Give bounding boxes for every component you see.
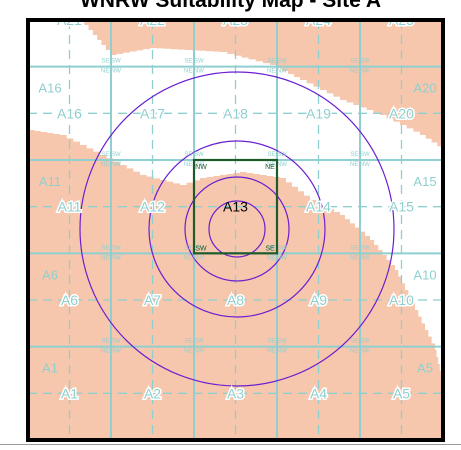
quadrant-label-bottom: NE|NW — [350, 349, 370, 355]
site-corner-label: SW — [195, 245, 207, 252]
quadrant-label-bottom: NE|NW — [101, 349, 121, 355]
cell-label-a8: A8 — [227, 292, 244, 308]
quadrant-label-bottom: NE|NW — [184, 349, 204, 355]
cell-label-a5: A5 — [393, 385, 410, 401]
cell-label-a21: A21 — [57, 12, 82, 28]
cell-label-a11: A11 — [58, 199, 82, 215]
quadrant-label-bottom: NE|NW — [350, 255, 370, 261]
cell-label-a14: A14 — [306, 199, 331, 215]
site-corner-label: NE — [265, 164, 275, 171]
suitable-area-north — [28, 20, 443, 150]
map-area: A21 A21 A22 A23 A24 A25 A25 A16 A16 SE|SW NE|NW A17… — [28, 0, 443, 440]
range-ring — [148, 140, 326, 318]
cell-label-a18: A18 — [223, 105, 248, 121]
cell-corner-tag: A21 — [38, 0, 61, 2]
cell-label-a22: A22 — [140, 12, 165, 28]
cell-corner-tag: A11 — [39, 174, 61, 189]
cell-corner-tag: A5 — [417, 361, 433, 376]
cell-label-a16: A16 — [57, 105, 82, 121]
quadrant-label-bottom: NE|NW — [101, 69, 121, 75]
cell-corner-tag: A16 — [38, 81, 61, 96]
quadrant-label-bottom: NE|NW — [101, 162, 121, 168]
quadrant-label-top: SE|SW — [350, 152, 370, 158]
cell-label-a19: A19 — [306, 105, 331, 121]
site-corner-label: NW — [195, 164, 207, 171]
cell-label-a6: A6 — [61, 292, 78, 308]
cell-corner-tag: A10 — [413, 267, 436, 282]
cell-label-a12: A12 — [140, 199, 165, 215]
cell-label-a7: A7 — [144, 292, 161, 308]
quadrant-label-bottom: NE|NW — [184, 255, 204, 261]
cell-label-a10: A10 — [389, 292, 414, 308]
quadrant-label-top: SE|SW — [350, 245, 370, 251]
quadrant-label-top: SE|SW — [101, 339, 121, 345]
quadrant-label-bottom: NE|NW — [184, 69, 204, 75]
cell-label-a13: A13 — [223, 199, 248, 215]
quadrant-label-top: SE|SW — [267, 152, 287, 158]
range-ring — [184, 176, 290, 282]
cell-label-a23: A23 — [223, 12, 248, 28]
cell-label-a1: A1 — [61, 385, 78, 401]
quadrant-label-top: SE|SW — [101, 245, 121, 251]
cell-corner-tag: A1 — [42, 361, 58, 376]
cell-label-a24: A24 — [306, 12, 331, 28]
cell-corner-tag: A6 — [42, 267, 58, 282]
cell-corner-tag: A20 — [413, 81, 436, 96]
quadrant-label-top: SE|SW — [184, 59, 204, 65]
map-title: WNRW Suitability Map - Site A — [79, 0, 381, 12]
quadrant-label-top: SE|SW — [350, 59, 370, 65]
cell-corner-tag: A25 — [413, 0, 436, 2]
suitable-area-south — [28, 130, 443, 440]
cell-label-a17: A17 — [140, 105, 165, 121]
quadrant-label-top: SE|SW — [267, 59, 287, 65]
quadrant-label-top: SE|SW — [184, 152, 204, 158]
quadrant-label-bottom: NE|NW — [350, 69, 370, 75]
range-ring — [79, 71, 395, 387]
quadrant-label-bottom: NE|NW — [350, 162, 370, 168]
bottom-divider — [0, 444, 461, 445]
quadrant-label-bottom: NE|NW — [267, 255, 287, 261]
range-ring — [208, 200, 266, 258]
quadrant-label-top: SE|SW — [267, 339, 287, 345]
quadrant-label-top: SE|SW — [350, 339, 370, 345]
cell-label-a9: A9 — [310, 292, 327, 308]
cell-label-a3: A3 — [227, 385, 244, 401]
cell-label-a4: A4 — [310, 385, 327, 401]
site-boundary-a13 — [192, 158, 279, 255]
quadrant-label-top: SE|SW — [184, 339, 204, 345]
cell-label-a25: A25 — [389, 12, 414, 28]
map-frame — [26, 18, 445, 442]
cell-label-a15: A15 — [389, 199, 414, 215]
quadrant-label-bottom: NE|NW — [267, 69, 287, 75]
cell-corner-tag: A15 — [413, 174, 436, 189]
quadrant-label-top: SE|SW — [101, 59, 121, 65]
quadrant-label-bottom: NE|NW — [101, 255, 121, 261]
cell-label-a2: A2 — [144, 385, 161, 401]
quadrant-label-bottom: NE|NW — [267, 349, 287, 355]
site-corner-label: SE — [265, 245, 275, 252]
cell-label-a20: A20 — [389, 105, 414, 121]
quadrant-label-top: SE|SW — [101, 152, 121, 158]
